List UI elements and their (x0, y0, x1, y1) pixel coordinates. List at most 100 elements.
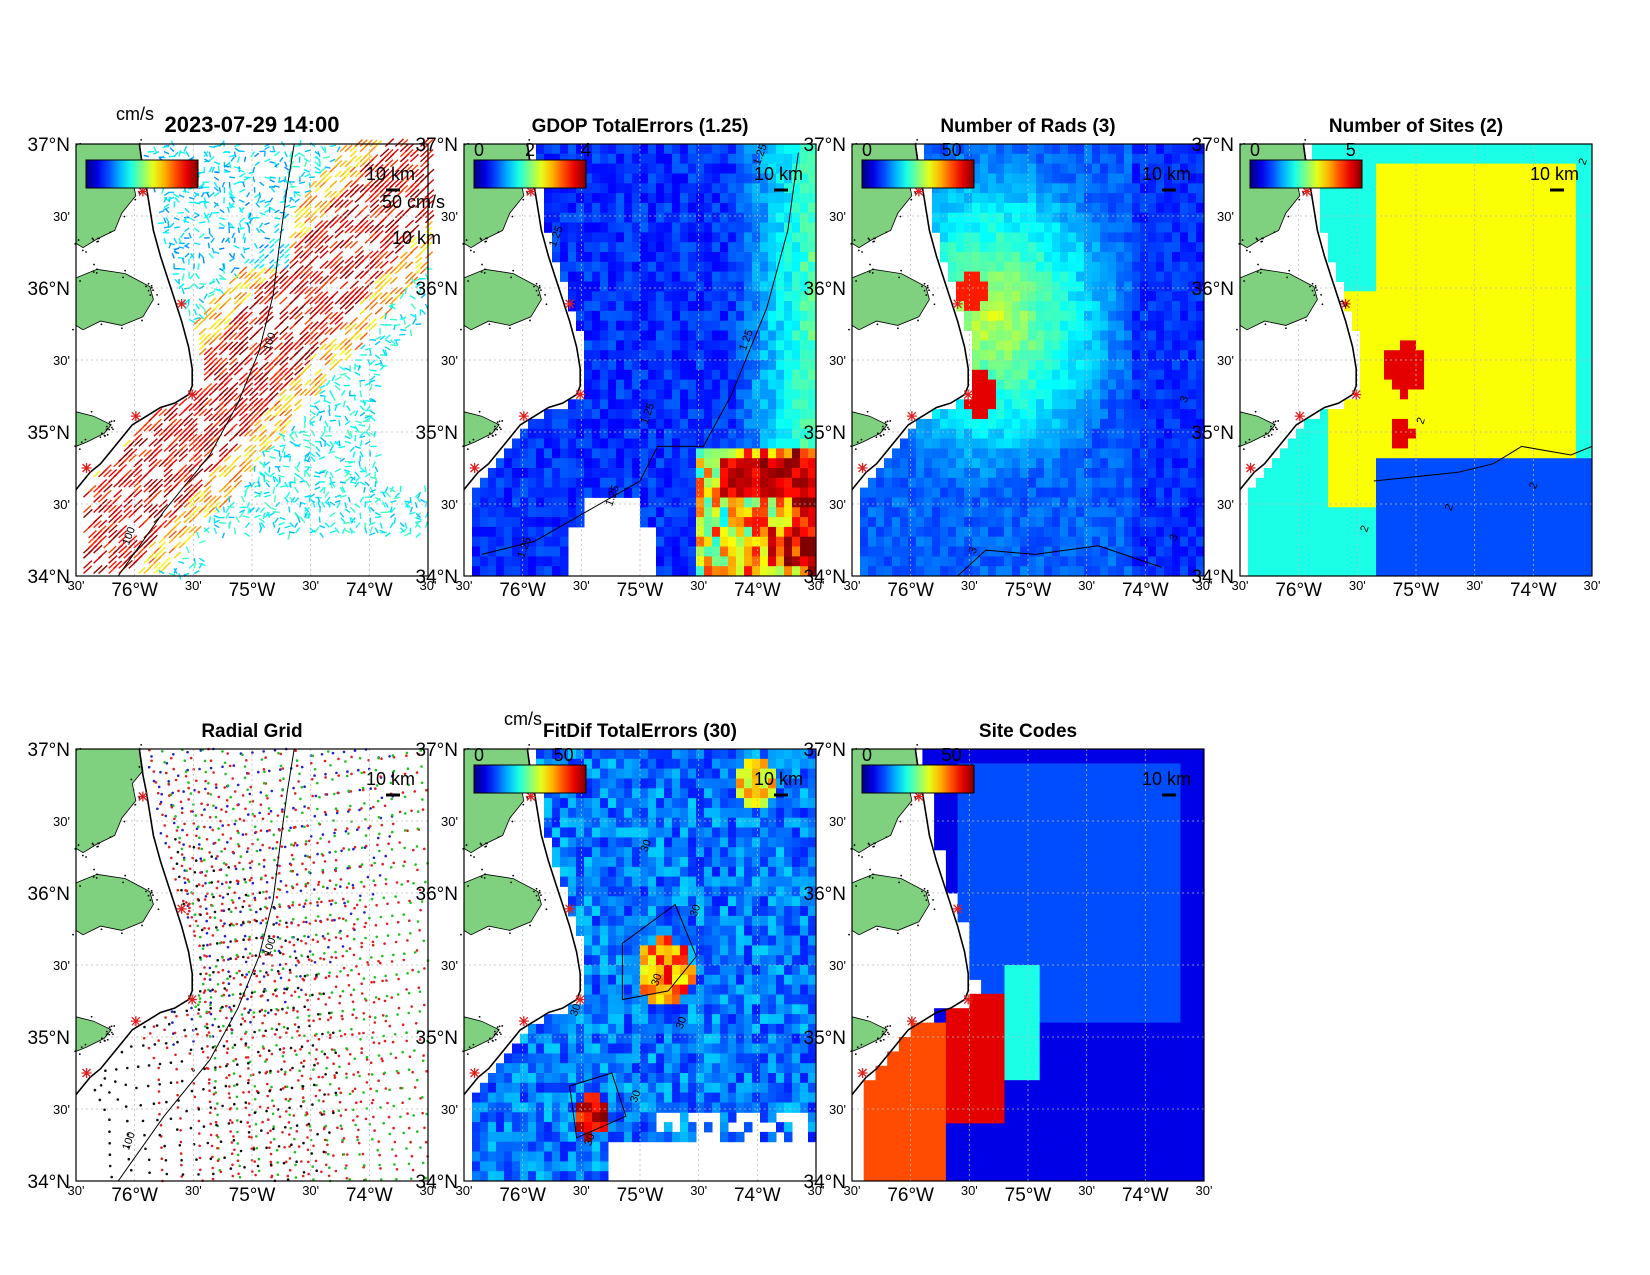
lon-tick-label: 30' (456, 1183, 473, 1198)
contour-label: 3 (967, 546, 980, 556)
lat-tick-label: 30' (53, 353, 70, 368)
contour-line (117, 748, 295, 1182)
panel-gdop-total-errors: 1.251.251.251.251.251.2537°N30'36°N30'35… (416, 116, 825, 601)
radar-site-marker (575, 389, 586, 400)
lon-tick-label: 30' (68, 578, 85, 593)
radar-site-marker (564, 298, 575, 309)
lat-tick-label: 35°N (804, 1028, 846, 1049)
lon-tick-label: 74°W (1122, 580, 1169, 601)
colorbar-tick-label: 2 (525, 140, 535, 160)
lon-tick-label: 75°W (617, 580, 664, 601)
coastline (851, 748, 969, 1096)
contour-label: 30 (674, 1015, 689, 1031)
radar-site-marker (1245, 463, 1256, 473)
lat-tick-label: 37°N (28, 135, 70, 156)
lat-tick-label: 30' (829, 814, 846, 829)
radar-site-marker (857, 1068, 868, 1078)
map-frame (75, 748, 429, 1182)
lat-tick-label: 35°N (1192, 423, 1234, 444)
map-frame (851, 143, 1205, 577)
radar-site-marker (176, 903, 187, 914)
radar-site-marker (518, 411, 529, 422)
lat-tick-label: 30' (441, 958, 458, 973)
lat-tick-label: 37°N (416, 135, 458, 156)
contour-label: 100 (120, 1130, 138, 1151)
lat-tick-label: 35°N (804, 423, 846, 444)
lat-tick-label: 30' (1217, 497, 1234, 512)
scale-bar-label: 10 km (1530, 164, 1579, 184)
contour-label: 100 (261, 936, 279, 957)
colorbar (473, 159, 587, 189)
lon-tick-label: 30' (690, 578, 707, 593)
lat-tick-label: 30' (441, 497, 458, 512)
colorbar-tick-label: 5 (1346, 140, 1356, 160)
contour-line (117, 143, 295, 577)
lat-tick-label: 34°N (804, 567, 846, 588)
lon-tick-label: 30' (1078, 578, 1095, 593)
colorbar (473, 764, 587, 794)
colorbar-unit: cm/s (116, 104, 154, 124)
lon-tick-label: 74°W (346, 1185, 393, 1206)
map-frame (463, 748, 817, 1182)
lon-tick-label: 76°W (887, 1185, 934, 1206)
lat-tick-label: 36°N (416, 884, 458, 905)
lon-tick-label: 30' (185, 1183, 202, 1198)
lat-tick-label: 30' (441, 209, 458, 224)
radar-site-marker (906, 1016, 917, 1027)
lon-tick-label: 30' (808, 1183, 825, 1198)
lon-tick-label: 30' (185, 578, 202, 593)
lon-tick-label: 30' (1196, 578, 1213, 593)
lat-tick-label: 30' (1217, 353, 1234, 368)
lat-tick-label: 34°N (28, 1172, 70, 1193)
vector-scale-label: 50 cm/s (382, 192, 445, 212)
radar-site-marker (518, 1016, 529, 1027)
lon-tick-label: 30' (1232, 578, 1249, 593)
lat-tick-label: 30' (829, 958, 846, 973)
map-frame (1239, 143, 1593, 577)
panel-title: Number of Rads (3) (940, 116, 1115, 137)
lon-tick-label: 30' (961, 1183, 978, 1198)
lat-tick-label: 34°N (1192, 567, 1234, 588)
lon-tick-label: 30' (1349, 578, 1366, 593)
map-frame (851, 748, 1205, 1182)
lon-tick-label: 74°W (1122, 1185, 1169, 1206)
panel-title: FitDif TotalErrors (30) (543, 721, 737, 742)
lon-tick-label: 30' (961, 578, 978, 593)
lat-tick-label: 36°N (416, 279, 458, 300)
contour-label: 3 (1167, 533, 1180, 543)
lon-tick-label: 76°W (111, 1185, 158, 1206)
contour-label: 30 (649, 972, 664, 988)
radar-site-marker (963, 389, 974, 400)
lat-tick-label: 36°N (804, 279, 846, 300)
lat-tick-label: 37°N (28, 740, 70, 761)
lon-tick-label: 74°W (734, 580, 781, 601)
lon-tick-label: 30' (808, 578, 825, 593)
lon-tick-label: 74°W (346, 580, 393, 601)
contour-label: 2 (1358, 524, 1371, 534)
contour-label: 100 (120, 525, 138, 546)
coastline (75, 748, 193, 1096)
colorbar-tick-label: 50 (942, 140, 962, 160)
radar-site-marker (1351, 389, 1362, 400)
map-frame (463, 143, 817, 577)
radar-site-marker (137, 186, 148, 197)
lon-tick-label: 75°W (1393, 580, 1440, 601)
lon-tick-label: 75°W (617, 1185, 664, 1206)
radar-site-marker (137, 791, 148, 802)
panel-fitdif-total-errors: 3030303030303037°N30'36°N30'35°N30'34°N3… (416, 709, 825, 1206)
radar-site-marker (187, 994, 198, 1005)
lon-tick-label: 30' (573, 1183, 590, 1198)
colorbar-tick-label: 0 (862, 745, 872, 765)
lon-tick-label: 76°W (499, 580, 546, 601)
radar-site-marker (130, 411, 141, 422)
lat-tick-label: 30' (1217, 209, 1234, 224)
panel-title: Radial Grid (201, 721, 302, 742)
lat-tick-label: 30' (441, 814, 458, 829)
coastline (1239, 143, 1357, 491)
lat-tick-label: 37°N (1192, 135, 1234, 156)
radar-site-marker (564, 903, 575, 914)
